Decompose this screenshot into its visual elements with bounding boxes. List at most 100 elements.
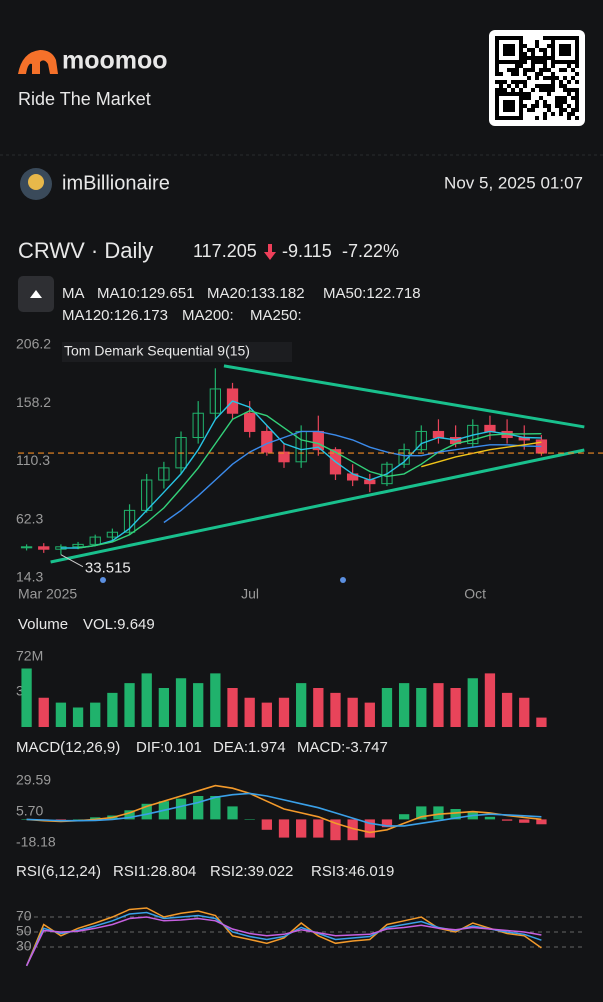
macd-bar	[21, 819, 32, 820]
macd-bar	[347, 819, 358, 841]
qr-module	[507, 68, 511, 72]
qr-module	[559, 36, 563, 40]
qr-module	[543, 104, 547, 108]
legend-item: MA10:129.651	[97, 285, 195, 302]
qr-module	[495, 112, 499, 116]
qr-module	[523, 92, 527, 96]
qr-module	[523, 60, 527, 64]
low-label: 33.515	[85, 560, 131, 577]
candle-body	[106, 531, 119, 538]
qr-module	[515, 92, 519, 96]
qr-module	[515, 80, 519, 84]
volume-bar	[244, 697, 255, 727]
legend-item: MA20:133.182	[207, 285, 305, 302]
qr-module	[511, 52, 515, 56]
qr-module	[527, 48, 531, 52]
qr-module	[539, 88, 543, 92]
volume-bar	[416, 688, 427, 727]
qr-module	[575, 72, 579, 76]
macd-bar	[536, 819, 547, 825]
qr-module	[503, 48, 507, 52]
qr-module	[543, 36, 547, 40]
qr-module	[547, 104, 551, 108]
candle-body	[89, 536, 101, 545]
qr-module	[575, 116, 579, 120]
qr-module	[575, 60, 579, 64]
qr-module	[495, 116, 499, 120]
qr-module	[571, 68, 575, 72]
qr-module	[531, 64, 535, 68]
qr-module	[575, 64, 579, 68]
qr-module	[535, 104, 539, 108]
qr-module	[495, 52, 499, 56]
qr-module	[559, 84, 563, 88]
qr-module	[495, 60, 499, 64]
qr-module	[535, 116, 539, 120]
volume-bar	[38, 697, 49, 727]
qr-module	[511, 36, 515, 40]
brand-logo	[18, 50, 58, 74]
candle-body	[432, 430, 445, 439]
qr-module	[543, 76, 547, 80]
y-tick-label: 62.3	[16, 510, 43, 526]
qr-module	[535, 44, 539, 48]
ma-label: MA	[62, 285, 85, 302]
qr-module	[499, 80, 503, 84]
qr-module	[519, 92, 523, 96]
qr-code	[489, 30, 585, 126]
qr-module	[559, 104, 563, 108]
macd-bar	[261, 819, 272, 830]
qr-module	[535, 56, 539, 60]
candle-body	[158, 467, 170, 481]
qr-module	[543, 100, 547, 104]
volume-bar	[536, 717, 547, 727]
qr-module	[503, 36, 507, 40]
qr-module	[563, 76, 567, 80]
qr-module	[559, 80, 563, 84]
volume-bar	[484, 673, 496, 727]
qr-module	[519, 88, 523, 92]
qr-module	[503, 80, 507, 84]
volume-bar	[124, 683, 135, 727]
qr-module	[527, 68, 531, 72]
macd-bar	[416, 806, 427, 820]
x-tick-label: Jul	[241, 586, 259, 602]
qr-module	[543, 60, 547, 64]
qr-module	[539, 96, 543, 100]
macd-bar	[72, 819, 84, 820]
qr-module	[563, 88, 567, 92]
y-tick-label: 206.2	[16, 336, 51, 352]
candle-body	[192, 412, 204, 439]
trendline	[50, 448, 585, 564]
qr-module	[495, 96, 499, 100]
qr-module	[539, 84, 543, 88]
qr-module	[575, 100, 579, 104]
event-dot[interactable]	[100, 577, 106, 583]
qr-module	[547, 92, 551, 96]
qr-module	[531, 108, 535, 112]
qr-module	[507, 104, 511, 108]
change-pct: -7.22%	[342, 241, 399, 261]
volume-bar	[381, 688, 393, 727]
qr-module	[563, 36, 567, 40]
qr-module	[523, 96, 527, 100]
qr-module	[519, 108, 523, 112]
qr-module	[575, 56, 579, 60]
qr-module	[547, 84, 551, 88]
qr-module	[507, 44, 511, 48]
qr-module	[507, 116, 511, 120]
qr-module	[543, 116, 547, 120]
qr-module	[575, 52, 579, 56]
event-dot[interactable]	[340, 577, 346, 583]
qr-module	[563, 60, 567, 64]
qr-module	[519, 96, 523, 100]
qr-module	[527, 76, 531, 80]
qr-module	[503, 104, 507, 108]
qr-module	[527, 108, 531, 112]
y-tick-label: 158.2	[16, 394, 51, 410]
qr-module	[547, 76, 551, 80]
qr-module	[555, 36, 559, 40]
volume-bar	[175, 678, 187, 727]
qr-module	[507, 84, 511, 88]
qr-module	[563, 52, 567, 56]
